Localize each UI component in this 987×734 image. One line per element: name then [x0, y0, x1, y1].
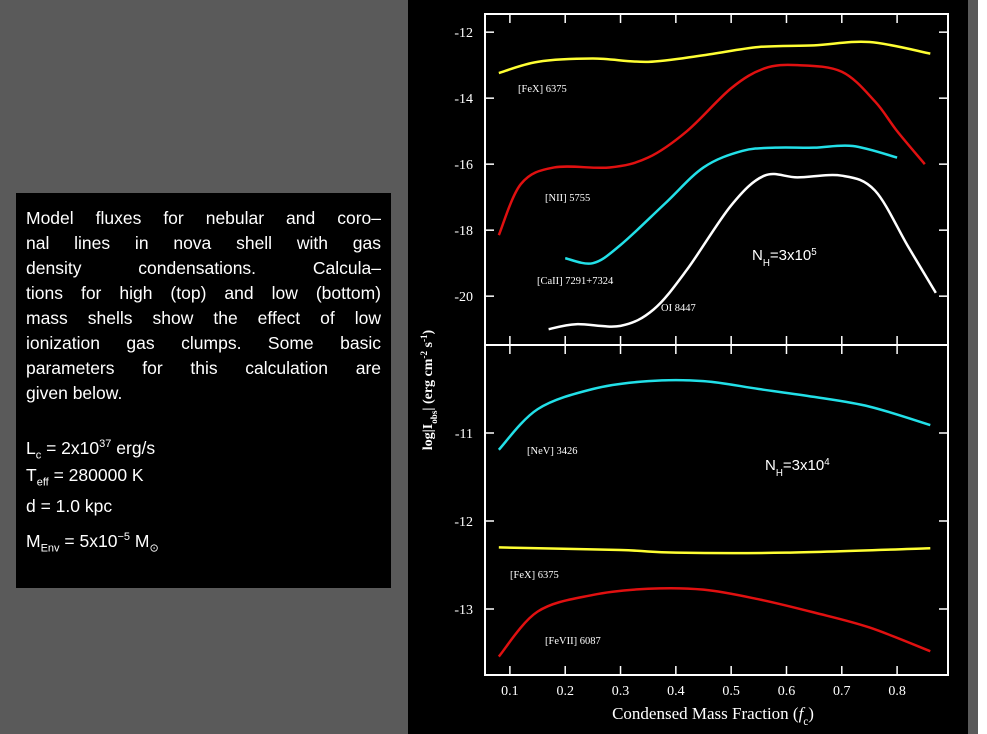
series-label: [FeVII] 6087 — [545, 636, 601, 647]
series-line — [564, 144, 898, 265]
y-axis-label: log|Iobs| (erg cm-2 s-1) — [419, 329, 439, 450]
text-line: ionization gas clumps. Some basic — [26, 333, 381, 353]
parameter-part: M — [26, 530, 41, 551]
panel-frame — [484, 13, 949, 346]
text-line: tions for high (top) and low (bottom) — [26, 283, 381, 303]
series-line — [497, 63, 926, 236]
series-line — [548, 172, 937, 331]
y-tick-label: -14 — [454, 92, 473, 107]
parameter: Teff = 280000 K — [26, 460, 381, 491]
text-part: 4 — [824, 457, 830, 468]
text-line: density condensations. Calcula– — [26, 258, 381, 278]
x-axis-label: Condensed Mass Fraction (fc) — [612, 704, 814, 728]
x-tick-label: 0.6 — [778, 684, 796, 699]
text-part: obs — [429, 410, 439, 424]
series-label: [FeX] 6375 — [510, 570, 559, 581]
text-part: H — [776, 468, 783, 479]
y-tick-label: -12 — [454, 26, 473, 41]
series-label: [NII] 5755 — [545, 193, 590, 204]
text-part: c — [803, 716, 808, 728]
parameter-part: −5 — [117, 531, 130, 543]
y-tick-label: -13 — [454, 603, 473, 618]
text-part: =3x10 — [770, 247, 811, 264]
text-part: N — [765, 457, 776, 474]
series-line — [497, 586, 931, 658]
series-line — [498, 40, 931, 75]
parameter: MEnv = 5x10−5 M⊙ — [26, 522, 381, 555]
text-part: Condensed Mass Fraction ( — [612, 704, 799, 723]
text-part: =3x10 — [783, 457, 824, 474]
parameter-part: = 2x10 — [41, 437, 100, 458]
text-part: s — [421, 341, 436, 351]
text-part: log|I — [421, 424, 436, 450]
parameter-part: T — [26, 465, 37, 485]
text-line: parameters for this calculation are — [26, 358, 381, 378]
text-part: N — [752, 247, 763, 264]
text-line: given below. — [26, 383, 123, 403]
series-label: [CaII] 7291+7324 — [537, 276, 614, 287]
text-line: nal lines in nova shell with gas — [26, 233, 381, 253]
x-tick-label: 0.7 — [833, 684, 851, 699]
parameter-part: 37 — [99, 438, 112, 450]
x-tick-label: 0.5 — [722, 684, 740, 699]
parameter-part: Env — [40, 542, 60, 555]
y-tick-label: -16 — [454, 158, 473, 173]
text-part: ) — [808, 704, 814, 723]
parameter-part: L — [26, 437, 36, 458]
panel-frame — [484, 344, 949, 676]
parameter-part: erg/s — [111, 437, 156, 458]
series-line — [497, 378, 931, 451]
x-tick-label: 0.3 — [612, 684, 630, 699]
annotation: NH=3x104 — [765, 457, 830, 479]
text-line: Model fluxes for nebular and coro– — [26, 208, 381, 228]
text-part: -2 — [419, 351, 429, 359]
parameter-part: M — [130, 530, 150, 551]
parameter-part: d = 1.0 kpc — [26, 496, 113, 516]
text-part: -1 — [419, 334, 429, 342]
y-tick-label: -11 — [455, 427, 473, 442]
text-box: Model fluxes for nebular and coro– nal li… — [16, 193, 391, 588]
x-tick-label: 0.4 — [667, 684, 685, 699]
series-label: [FeX] 6375 — [518, 84, 567, 95]
parameter: Lc = 2x1037 erg/s — [26, 429, 381, 462]
text-part: H — [763, 258, 770, 269]
edge — [978, 0, 987, 734]
y-tick-label: -18 — [454, 224, 473, 239]
text-part: ) — [421, 329, 436, 334]
series-label: [NeV] 3426 — [527, 446, 577, 457]
parameter-part: = 5x10 — [59, 530, 118, 551]
parameter-part: c — [35, 449, 42, 462]
text-part: f — [799, 704, 806, 723]
text-part: | (erg cm — [421, 358, 436, 410]
x-tick-label: 0.8 — [888, 684, 906, 699]
parameter-part: eff — [36, 476, 49, 489]
text-part: 5 — [811, 247, 817, 258]
series-line — [498, 546, 931, 555]
series-label: OI 8447 — [661, 303, 696, 314]
x-tick-label: 0.2 — [556, 684, 574, 699]
parameter: d = 1.0 kpc — [26, 491, 381, 522]
annotation: NH=3x105 — [752, 247, 817, 269]
x-tick-label: 0.1 — [501, 684, 519, 699]
chart-background — [408, 0, 968, 734]
parameter-part: ⊙ — [149, 542, 159, 555]
y-tick-label: -12 — [454, 515, 473, 530]
y-tick-label: -20 — [454, 290, 473, 305]
text-line: mass shells show the effect of low — [26, 308, 381, 328]
parameter-part: = 280000 K — [48, 465, 144, 485]
